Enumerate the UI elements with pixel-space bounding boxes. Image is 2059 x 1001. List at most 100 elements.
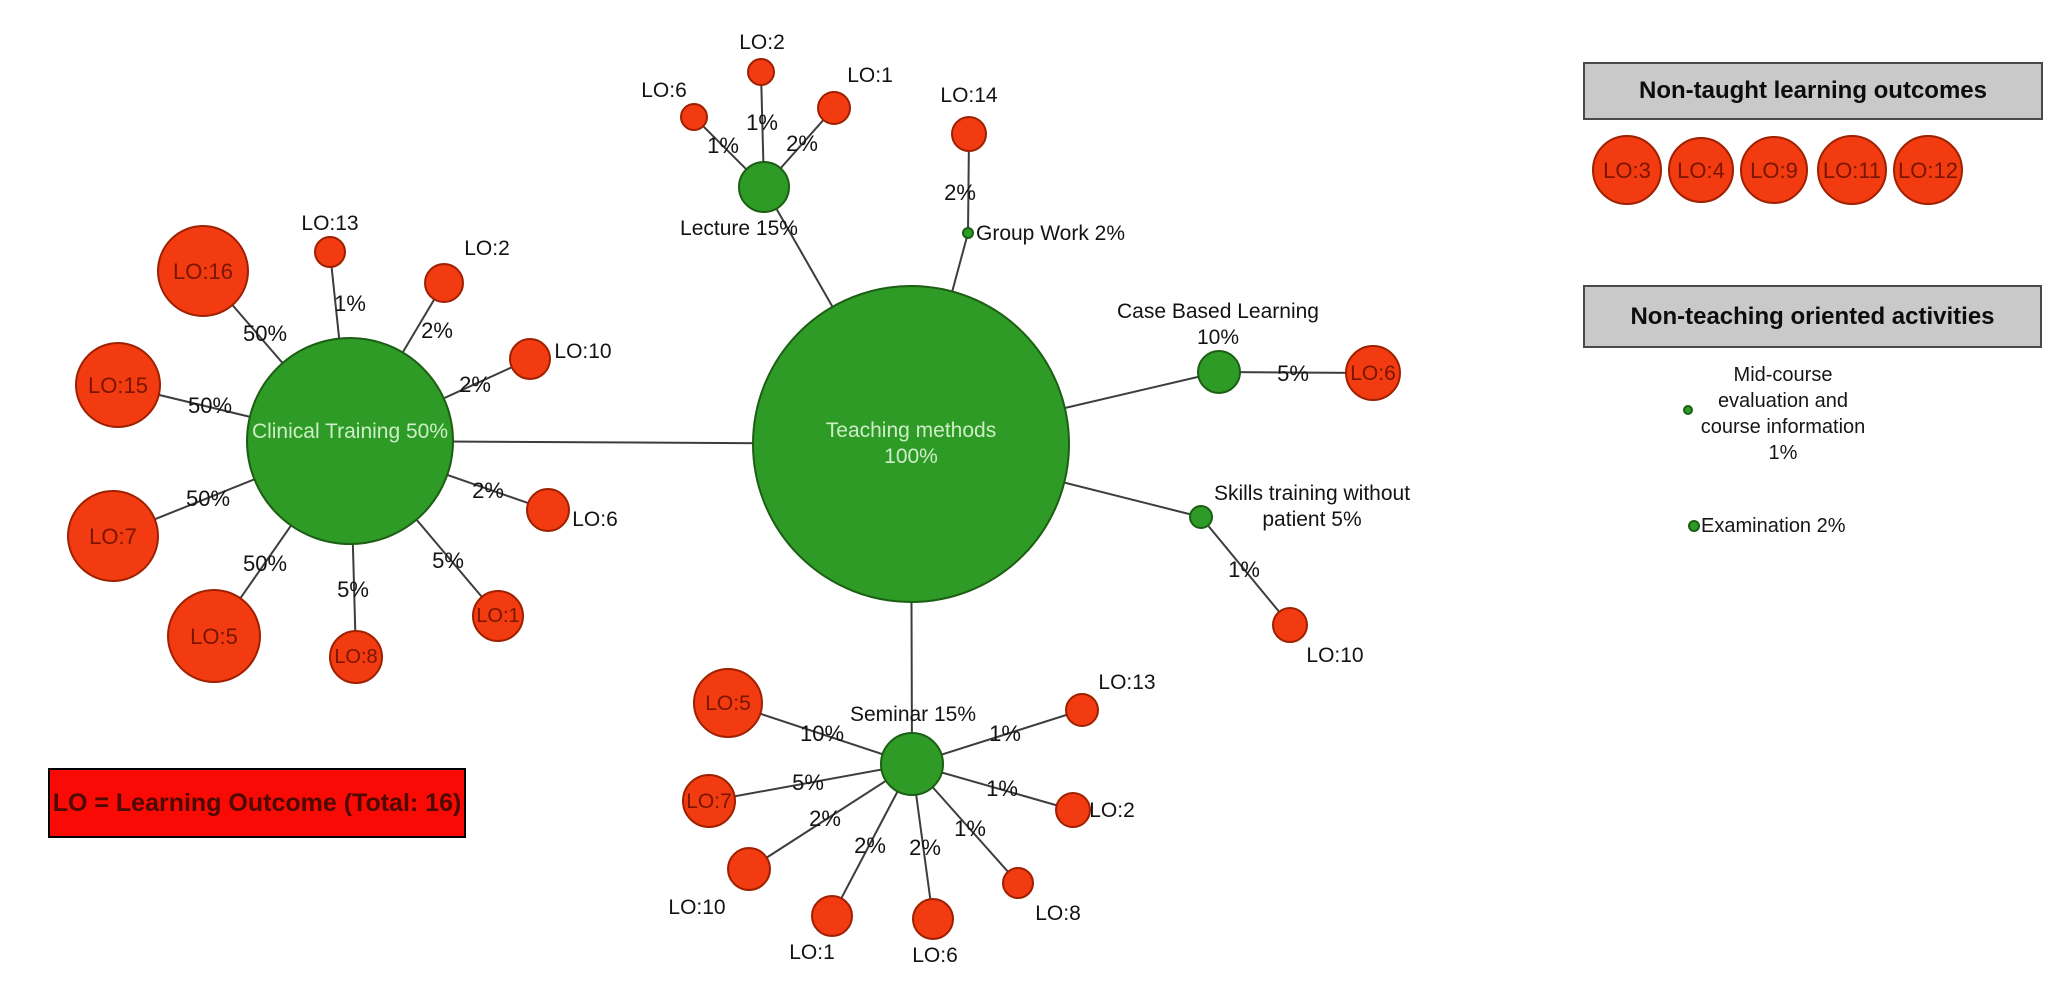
node-lo9-nontaught bbox=[1740, 136, 1808, 204]
label-lo6-clinical: LO:6 bbox=[572, 508, 618, 531]
edge-label-seminar-lo6-seminar: 2% bbox=[909, 835, 941, 860]
caption-lecture: Lecture 15% bbox=[680, 217, 798, 240]
edge-label-clinical-training-lo10-clinical: 2% bbox=[459, 372, 491, 397]
edge-label-seminar-lo5-seminar: 10% bbox=[800, 721, 844, 746]
node-label-clinical-training: Clinical Training 50% bbox=[252, 420, 448, 443]
node-lo8-clinical bbox=[329, 630, 383, 684]
edge-label-seminar-lo10-seminar: 2% bbox=[809, 806, 841, 831]
node-lo10-clinical bbox=[509, 338, 551, 380]
label-lo13-seminar: LO:13 bbox=[1098, 671, 1155, 694]
node-lecture bbox=[738, 161, 790, 213]
node-skills-training bbox=[1189, 505, 1213, 529]
node-midcourse-dot bbox=[1683, 405, 1693, 415]
edge-label-case-based-learning-lo6-cbl: 5% bbox=[1277, 361, 1309, 386]
label-lo10-clinical: LO:10 bbox=[554, 340, 611, 363]
edge-label-clinical-training-lo15-clinical: 50% bbox=[188, 393, 232, 418]
label-lo6-lecture: LO:6 bbox=[641, 79, 687, 102]
node-label-lo8-clinical: LO:8 bbox=[334, 646, 377, 668]
edge-label-clinical-training-lo7-clinical: 50% bbox=[186, 486, 230, 511]
node-lo11-nontaught bbox=[1817, 135, 1887, 205]
node-lo3-nontaught bbox=[1592, 135, 1662, 205]
node-lo2-seminar bbox=[1055, 792, 1091, 828]
label-lo2-clinical: LO:2 bbox=[464, 237, 510, 260]
node-case-based-learning bbox=[1197, 350, 1241, 394]
edge-label-seminar-lo8-seminar: 1% bbox=[954, 816, 986, 841]
label-lo2-seminar: LO:2 bbox=[1089, 799, 1135, 822]
edge-label-clinical-training-lo1-clinical: 5% bbox=[432, 548, 464, 573]
node-seminar bbox=[880, 732, 944, 796]
label-lo2-lecture: LO:2 bbox=[739, 31, 785, 54]
node-label-teaching-methods: Teaching methods 100% bbox=[826, 419, 996, 468]
node-label-lo16-clinical: LO:16 bbox=[173, 259, 233, 284]
midcourse-label-line: evaluation and bbox=[1717, 390, 1849, 412]
edge-seminar-lo10-seminar bbox=[748, 763, 913, 870]
edge-label-clinical-training-lo8-clinical: 5% bbox=[337, 577, 369, 602]
node-examination-dot bbox=[1688, 520, 1700, 532]
midcourse-label-line: Mid-course bbox=[1733, 364, 1833, 386]
node-lo4-nontaught bbox=[1668, 137, 1734, 203]
node-lo1-seminar bbox=[811, 895, 853, 937]
node-teaching-methods bbox=[752, 285, 1070, 603]
node-lo1-clinical bbox=[472, 590, 524, 642]
midcourse-label-line: course information bbox=[1700, 416, 1866, 438]
edge-label-lecture-lo2-lecture: 1% bbox=[746, 110, 778, 135]
node-label-lo11-nontaught: LO:11 bbox=[1823, 158, 1881, 183]
label-lo8-seminar: LO:8 bbox=[1035, 902, 1081, 925]
node-lo8-seminar bbox=[1002, 867, 1034, 899]
label-lo1-lecture: LO:1 bbox=[847, 64, 893, 87]
edge-seminar-lo7-seminar bbox=[708, 763, 913, 802]
midcourse-label-line: 1% bbox=[1768, 442, 1798, 464]
edge-label-clinical-training-lo13-clinical: 1% bbox=[334, 291, 366, 316]
node-label-lo15-clinical: LO:15 bbox=[88, 373, 148, 398]
node-label-lo7-clinical: LO:7 bbox=[89, 524, 137, 549]
edge-label-seminar-lo7-seminar: 5% bbox=[792, 770, 824, 795]
label-lo6-seminar: LO:6 bbox=[912, 944, 958, 967]
node-clinical-training bbox=[246, 337, 454, 545]
midcourse-evaluation-label: Mid-course evaluation and course informati… bbox=[1688, 362, 1878, 466]
node-label-lo4-nontaught: LO:4 bbox=[1677, 158, 1725, 183]
node-lo13-seminar bbox=[1065, 693, 1099, 727]
node-lo6-cbl bbox=[1345, 345, 1401, 401]
node-label-lo5-clinical: LO:5 bbox=[190, 624, 238, 649]
edge-label-seminar-lo13-seminar: 1% bbox=[989, 721, 1021, 746]
node-lo5-seminar bbox=[693, 668, 763, 738]
legend-text: LO = Learning Outcome (Total: 16) bbox=[52, 788, 462, 817]
node-lo10-skills bbox=[1272, 607, 1308, 643]
node-label-lo5-seminar: LO:5 bbox=[705, 692, 751, 715]
node-lo12-nontaught bbox=[1893, 135, 1963, 205]
non-taught-outcomes-header: Non-taught learning outcomes bbox=[1583, 62, 2043, 120]
caption-skills-training: Skills training without patient 5% bbox=[1214, 482, 1410, 531]
edge-label-skills-training-lo10-skills: 1% bbox=[1228, 557, 1260, 582]
node-lo15-clinical bbox=[75, 342, 161, 428]
edge-label-group-work-lo14-groupwork: 2% bbox=[944, 180, 976, 205]
node-label-lo3-nontaught: LO:3 bbox=[1603, 158, 1651, 183]
node-lo6-seminar bbox=[912, 898, 954, 940]
node-lo2-clinical bbox=[424, 263, 464, 303]
caption-case-based-learning: Case Based Learning 10% bbox=[1117, 300, 1319, 349]
edge-skills-training-lo10-skills bbox=[1200, 516, 1291, 626]
node-lo13-clinical bbox=[314, 236, 346, 268]
node-label-lo12-nontaught: LO:12 bbox=[1898, 158, 1958, 183]
edge-label-lecture-lo6-lecture: 1% bbox=[707, 133, 739, 158]
non-teaching-activities-header: Non-teaching oriented activities bbox=[1583, 285, 2042, 348]
node-lo10-seminar bbox=[727, 847, 771, 891]
label-lo13-clinical: LO:13 bbox=[301, 212, 358, 235]
node-lo2-lecture bbox=[747, 58, 775, 86]
label-lo1-seminar: LO:1 bbox=[789, 941, 835, 964]
edge-label-seminar-lo1-seminar: 2% bbox=[854, 833, 886, 858]
caption-group-work: Group Work 2% bbox=[976, 222, 1125, 245]
node-lo16-clinical bbox=[157, 225, 249, 317]
edge-label-seminar-lo2-seminar: 1% bbox=[986, 776, 1018, 801]
edge-label-clinical-training-lo5-clinical: 50% bbox=[243, 551, 287, 576]
node-label-lo9-nontaught: LO:9 bbox=[1750, 158, 1798, 183]
node-label-lo6-cbl: LO:6 bbox=[1350, 362, 1396, 385]
node-lo6-lecture bbox=[680, 103, 708, 131]
node-lo7-seminar bbox=[682, 774, 736, 828]
edge-label-clinical-training-lo6-clinical: 2% bbox=[472, 478, 504, 503]
label-lo14-groupwork: LO:14 bbox=[940, 84, 998, 107]
caption-seminar: Seminar 15% bbox=[850, 703, 976, 726]
node-group-work bbox=[962, 227, 974, 239]
label-lo10-skills: LO:10 bbox=[1306, 644, 1363, 667]
node-lo1-lecture bbox=[817, 91, 851, 125]
